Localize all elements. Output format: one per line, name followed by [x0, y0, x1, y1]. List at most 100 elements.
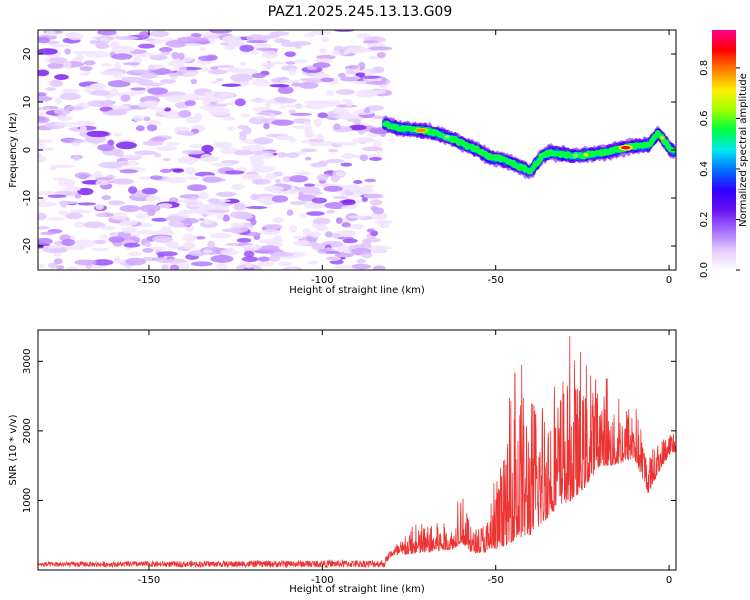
spectrogram-noise-blob — [239, 133, 247, 141]
spectrogram-noise-blob — [318, 248, 328, 253]
spectrogram-noise-blob — [361, 240, 372, 248]
spectrogram-noise-blob — [250, 98, 267, 103]
spectrogram-noise-blob — [333, 123, 341, 131]
spectrogram-noise-blob — [130, 87, 147, 91]
spectrogram-noise-blob — [83, 85, 93, 93]
spectrogram-noise-blob — [201, 144, 214, 153]
spectrogram-noise-blob — [264, 99, 272, 108]
spectrogram-noise-blob — [197, 55, 217, 62]
spectrogram-noise-blob — [46, 30, 56, 37]
colorbar-tick-label: 0.2 — [699, 212, 710, 228]
spectrogram-noise-blob — [268, 113, 277, 118]
spectrogram-noise-blob — [54, 121, 76, 127]
spectrogram-noise-blob — [341, 199, 356, 206]
spectrogram-y-label: Frequency (Hz) — [8, 112, 19, 188]
spectrogram-noise-blob — [99, 234, 108, 240]
spectrogram-noise-blob — [57, 178, 76, 187]
spectrogram-noise-blob — [118, 104, 129, 110]
spectrogram-noise-blob — [318, 160, 329, 165]
spectrogram-noise-blob — [292, 235, 304, 240]
spectrogram-noise-blob — [222, 116, 236, 121]
spectrogram-noise-blob — [361, 146, 383, 152]
spectrogram-x-ticks: -150 -100 -50 0 — [138, 30, 672, 286]
spectrogram-noise-blob — [376, 51, 386, 59]
spectrogram-noise-blob — [119, 154, 144, 159]
spectrogram-noise-blob — [319, 47, 328, 54]
spectrogram-noise-blob — [140, 82, 164, 87]
spectrogram-noise-blob — [95, 179, 110, 186]
snr-x-ticks: -150 -100 -50 0 — [138, 330, 672, 586]
spectrogram-noise-blob — [123, 62, 141, 66]
spectrogram-noise-blob — [54, 190, 79, 196]
spectrogram-noise-blob — [54, 97, 62, 105]
snr-frame — [37, 329, 677, 571]
colorbar-tick-label: 0.4 — [699, 161, 710, 177]
spectrogram-noise-blob — [288, 68, 297, 76]
spectrogram-marks — [38, 30, 676, 270]
spectrogram-noise-blob — [209, 232, 232, 239]
spectrogram-noise-blob — [207, 198, 220, 203]
spectrogram-noise-blob — [321, 37, 330, 43]
spectrogram-noise-blob — [77, 202, 96, 206]
spectrogram-noise-blob — [341, 98, 352, 103]
spectrogram-noise-blob — [142, 140, 163, 146]
spectrogram-noise-blob — [38, 48, 58, 55]
spectrogram-noise-blob — [143, 116, 151, 122]
spectrogram-noise-blob — [222, 35, 242, 44]
spectrogram-noise-blob — [84, 135, 107, 144]
spectrogram-noise-blob — [95, 177, 114, 181]
spectrogram-noise-blob — [303, 183, 316, 187]
spectrogram-noise-blob — [337, 246, 346, 253]
spectrogram-noise-blob — [168, 72, 180, 77]
spectrogram-noise-blob — [149, 106, 166, 111]
spectrogram-noise-blob — [377, 222, 390, 229]
spectrogram-noise-blob — [202, 176, 223, 183]
spectrogram-noise-blob — [120, 94, 131, 102]
spectrogram-noise-blob — [200, 153, 213, 161]
spectrogram-noise-blob — [310, 231, 321, 238]
spectrogram-noise-blob — [227, 126, 236, 131]
spectrogram-noise-blob — [361, 252, 373, 259]
spectrogram-noise-blob — [113, 256, 121, 264]
spectrogram-noise-blob — [150, 136, 167, 142]
spectrogram-noise-blob — [47, 62, 64, 69]
spectrogram-noise-blob — [182, 72, 199, 76]
spectrogram-noise-blob — [38, 191, 58, 196]
spectrogram-noise-blob — [263, 123, 270, 130]
spectrogram-noise-blob — [64, 212, 83, 220]
spectrogram-noise-blob — [97, 144, 115, 152]
spectrogram-noise-blob — [86, 130, 110, 138]
spectrogram-noise-blob — [277, 86, 294, 95]
spectrogram-noise-blob — [255, 47, 279, 52]
spectrogram-noise-blob — [172, 168, 185, 173]
spectrogram-noise-blob — [335, 171, 345, 177]
spectrogram-noise-blob — [331, 50, 350, 56]
spectrogram-noise-blob — [351, 263, 371, 270]
spectrogram-noise-blob — [333, 265, 353, 269]
spectrogram-noise-blob — [207, 69, 229, 75]
spectrogram-noise-blob — [237, 214, 252, 220]
spectrogram-noise-blob — [289, 251, 306, 258]
spectrogram-noise-blob — [163, 258, 187, 264]
spectrogram-noise-blob — [139, 176, 154, 180]
spectrogram-noise-blob — [216, 211, 225, 220]
spectrogram-noise-blob — [94, 170, 102, 177]
spectrogram-noise-blob — [61, 238, 76, 247]
spectrogram-noise-blob — [38, 147, 55, 151]
spectrogram-noise-blob — [90, 90, 112, 96]
spectrogram-noise-blob — [289, 175, 309, 183]
colorbar-label: Normalized spectral amplitude — [738, 73, 749, 227]
spectrogram-noise-blob — [144, 242, 152, 247]
spectrogram-noise-blob — [211, 162, 234, 167]
spectrogram-noise-blob — [121, 226, 138, 234]
spectrogram-noise-blob — [46, 40, 60, 45]
spectrogram-noise-blob — [181, 209, 194, 214]
spectrogram-noise-blob — [159, 168, 172, 174]
spectrogram-noise-blob — [98, 161, 123, 169]
spectrogram-noise-blob — [334, 253, 354, 258]
spectrogram-noise-blob — [165, 40, 188, 48]
spectrogram-noise-blob — [79, 72, 91, 76]
spectrogram-noise-blob — [258, 245, 280, 252]
spectrogram-noise-blob — [362, 184, 375, 189]
spectrogram-noise-blob — [115, 92, 137, 97]
